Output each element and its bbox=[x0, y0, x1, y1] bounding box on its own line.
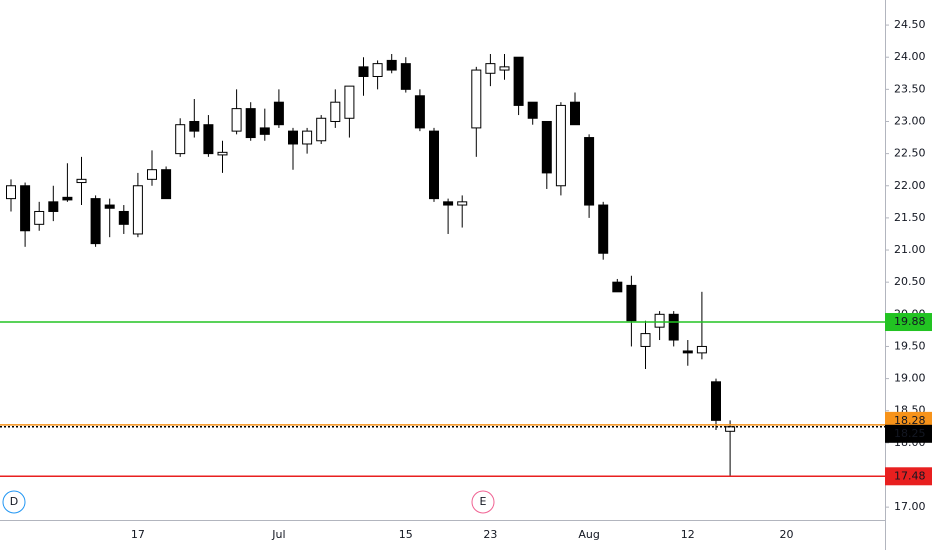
y-tick-label: 24.50 bbox=[894, 18, 926, 31]
candle-body bbox=[414, 95, 425, 129]
candle-body bbox=[541, 120, 552, 174]
candle-body bbox=[302, 130, 313, 145]
x-tick-label: 15 bbox=[399, 528, 413, 541]
y-tick-label: 22.00 bbox=[894, 179, 926, 192]
price-level-label: 18.28 bbox=[894, 414, 926, 427]
candle-body bbox=[132, 185, 143, 235]
candle-body bbox=[76, 178, 87, 184]
candle-body bbox=[62, 196, 73, 201]
candle-body bbox=[48, 201, 59, 212]
price-level-box bbox=[885, 424, 932, 443]
candle-body bbox=[668, 313, 679, 341]
candle-body bbox=[161, 169, 172, 200]
candle-body bbox=[527, 101, 538, 119]
candle-body bbox=[626, 284, 637, 322]
candle-body bbox=[654, 313, 665, 328]
candle-body bbox=[400, 63, 411, 90]
y-tick-label: 22.50 bbox=[894, 147, 926, 160]
x-tick-label: 17 bbox=[131, 528, 145, 541]
event-label: E bbox=[480, 495, 487, 508]
y-tick-label: 23.00 bbox=[894, 114, 926, 127]
candle-body bbox=[372, 63, 383, 77]
candle-body bbox=[457, 201, 468, 206]
candle-body bbox=[273, 101, 284, 126]
candle-body bbox=[429, 130, 439, 200]
candle-body bbox=[499, 66, 510, 71]
candle-body bbox=[598, 204, 609, 254]
candle-body bbox=[316, 117, 327, 142]
candle-body bbox=[513, 56, 524, 106]
price-level-label: 17.48 bbox=[894, 469, 926, 482]
candle-body bbox=[217, 151, 228, 156]
candle-body bbox=[725, 426, 736, 432]
candle-body bbox=[471, 69, 482, 129]
candle-body bbox=[612, 281, 623, 293]
y-tick-label: 23.50 bbox=[894, 82, 926, 95]
candle-body bbox=[640, 333, 651, 347]
price-level-label: 18.25 bbox=[894, 427, 926, 440]
candle-body bbox=[231, 108, 242, 132]
event-label: D bbox=[10, 495, 18, 508]
candle-body bbox=[90, 198, 101, 245]
candle-body bbox=[34, 210, 45, 225]
candle-body bbox=[696, 345, 707, 354]
candle-body bbox=[245, 108, 256, 139]
x-tick-label: 12 bbox=[681, 528, 695, 541]
x-tick-label: Aug bbox=[578, 528, 599, 541]
event-earnings[interactable] bbox=[471, 490, 495, 514]
candle-body bbox=[147, 169, 157, 180]
x-tick-label: 20 bbox=[780, 528, 794, 541]
candle-body bbox=[443, 201, 454, 206]
candle-body bbox=[259, 127, 270, 135]
candle-body bbox=[118, 210, 129, 225]
candle-body bbox=[555, 104, 566, 187]
price-level-box bbox=[885, 313, 932, 332]
candle-body bbox=[288, 130, 298, 145]
candle-body bbox=[358, 66, 369, 77]
candle-body bbox=[584, 137, 595, 206]
x-tick-label: 23 bbox=[483, 528, 497, 541]
event-dividend[interactable] bbox=[2, 490, 26, 514]
y-tick-label: 21.00 bbox=[894, 243, 926, 256]
candle-body bbox=[711, 381, 721, 421]
candle-body bbox=[6, 185, 16, 200]
y-tick-label: 24.00 bbox=[894, 50, 926, 63]
y-tick-label: 20.50 bbox=[894, 275, 926, 288]
candle-body bbox=[20, 185, 31, 232]
candle-body bbox=[189, 120, 200, 132]
candle-body bbox=[386, 59, 397, 71]
y-tick-label: 19.00 bbox=[894, 372, 926, 385]
candle-body bbox=[104, 204, 115, 209]
candle-body bbox=[570, 101, 580, 126]
candle-body bbox=[682, 350, 693, 354]
candle-body bbox=[330, 101, 341, 122]
y-tick-label: 21.50 bbox=[894, 211, 926, 224]
candle-body bbox=[344, 85, 355, 119]
price-level-label: 19.88 bbox=[894, 315, 926, 328]
y-tick-label: 19.50 bbox=[894, 339, 926, 352]
candle-body bbox=[203, 124, 214, 155]
candle-body bbox=[485, 63, 496, 74]
candle-body bbox=[175, 124, 186, 155]
price-level-box bbox=[885, 467, 932, 486]
y-tick-label: 17.00 bbox=[894, 500, 926, 513]
x-tick-label: Jul bbox=[271, 528, 285, 541]
